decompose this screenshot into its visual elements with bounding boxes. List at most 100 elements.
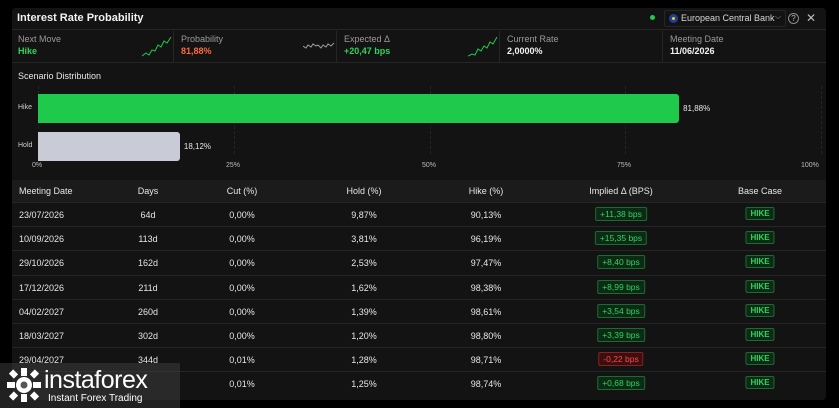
stat-label: Probability <box>181 34 224 44</box>
cell-hold: 1,28% <box>351 355 377 366</box>
header-hike: Hike (%) <box>468 186 504 196</box>
distribution-title: Scenario Distribution <box>18 71 102 81</box>
stat-value: 2,0000% <box>507 46 543 56</box>
stat-label: Current Rate <box>507 34 559 44</box>
cell-hold: 1,20% <box>351 331 377 341</box>
tick-label: 25% <box>226 162 241 169</box>
cell-hold: 1,39% <box>351 306 377 317</box>
cell-cut: 0,00% <box>229 282 255 293</box>
stat-label: Expected Δ <box>344 34 391 44</box>
cell-hike: 98,71% <box>470 355 502 366</box>
table-row[interactable]: 10/09/2026 113d 0,00% 3,81% 96,19% +15,35 bps… <box>12 226 826 250</box>
stat-label: Meeting Date <box>670 34 724 44</box>
implied-change-badge: +3,39 bps <box>597 328 645 342</box>
cell-hike: 98,80% <box>470 331 502 341</box>
gridline <box>821 86 822 154</box>
table-row[interactable]: 17/12/2026 211d 0,00% 1,62% 98,38% +8,99 bps H… <box>12 274 826 299</box>
base-case-badge: HIKE <box>745 279 775 293</box>
header-hold: Hold (%) <box>346 186 382 196</box>
instaforex-logo-icon <box>7 368 41 402</box>
cell-days: 162d <box>137 258 159 269</box>
cell-cut: 0,01% <box>229 379 255 390</box>
stat-value: Hike <box>18 46 38 56</box>
base-case-badge: HIKE <box>745 207 775 220</box>
cell-days: 302d <box>137 331 159 341</box>
implied-change-badge: +11,38 bps <box>595 207 647 221</box>
cell-hold: 1,25% <box>351 379 377 390</box>
sparkline-icon <box>468 36 498 57</box>
watermark-tagline: Instant Forex Trading <box>48 393 143 404</box>
stat-label: Next Move <box>18 34 62 44</box>
base-case-badge: HIKE <box>745 231 775 245</box>
cell-hike: 96,19% <box>470 234 502 245</box>
instaforex-watermark: instaforex Instant Forex Trading <box>0 363 180 408</box>
header-meeting-date: Meeting Date <box>19 186 73 196</box>
bar-hold <box>38 132 180 161</box>
cell-cut: 0,01% <box>229 355 255 366</box>
central-bank-label: European Central Bank <box>681 13 775 23</box>
tick-label: 50% <box>422 162 437 169</box>
tick-label: 100% <box>801 162 819 169</box>
cell-meeting-date: 29/10/2026 <box>19 258 65 269</box>
cell-days: 260d <box>137 306 159 317</box>
table-row[interactable]: 0,01% 1,25% 98,74% +0,68 bps HIKE <box>12 371 826 395</box>
bar-hike <box>38 94 680 123</box>
stat-value: 81,88% <box>181 46 212 56</box>
sparkline-icon <box>142 36 172 57</box>
cell-hold: 1,62% <box>351 282 377 293</box>
header-cut: Cut (%) <box>226 186 258 196</box>
table-row[interactable]: 23/07/2026 64d 0,00% 9,87% 90,13% +11,38 bps H… <box>12 202 826 226</box>
cell-hike: 98,74% <box>470 379 502 390</box>
stat-current-rate: Current Rate 2,0000% <box>501 31 663 62</box>
cell-hike: 97,47% <box>470 258 502 269</box>
implied-change-badge: +0,68 bps <box>597 376 645 391</box>
cell-days: 64d <box>140 210 156 220</box>
cell-hike: 90,13% <box>470 210 502 220</box>
stat-meeting-date: Meeting Date 11/06/2026 <box>664 31 826 62</box>
header-base-case: Base Case <box>737 186 783 196</box>
implied-change-badge: +15,35 bps <box>594 231 648 246</box>
stat-probability: Probability 81,88% <box>175 31 337 62</box>
cell-days: 113d <box>138 234 158 245</box>
live-status-dot <box>650 15 655 20</box>
cell-hold: 3,81% <box>351 234 377 245</box>
implied-change-badge: +3,54 bps <box>597 303 645 318</box>
bar-label-hike: Hike <box>18 104 33 111</box>
chevron-down-icon: ⌵ <box>775 12 782 21</box>
base-case-badge: HIKE <box>745 255 775 269</box>
table-row[interactable]: 29/04/2027 344d 0,01% 1,28% 98,71% -0,22 bps H… <box>12 347 826 371</box>
base-case-badge: HIKE <box>745 376 775 390</box>
stats-bar: Next Move Hike Probability 81,88% Expect… <box>12 31 826 63</box>
title-bar: Interest Rate Probability European Centr… <box>12 8 826 30</box>
panel-title: Interest Rate Probability <box>17 12 144 24</box>
header-days: Days <box>137 186 159 196</box>
question-icon[interactable]: ? <box>788 13 799 24</box>
central-bank-select[interactable]: European Central Bank ⌵ <box>664 10 786 27</box>
implied-change-badge: +8,99 bps <box>597 279 645 294</box>
table-header: Meeting Date Days Cut (%) Hold (%) Hike … <box>12 180 826 202</box>
bar-label-hold: Hold <box>18 142 33 149</box>
stat-expected-change: Expected Δ +20,47 bps <box>338 31 500 62</box>
implied-change-badge: +8,40 bps <box>597 255 645 270</box>
close-icon[interactable]: ✕ <box>805 11 817 25</box>
tick-label: 75% <box>617 162 632 169</box>
scenario-distribution-chart: Hike 81,88% Hold 18,12% 0% 25% 50% 75% 1… <box>12 78 826 178</box>
cell-hold: 9,87% <box>351 210 377 220</box>
stat-value: +20,47 bps <box>344 46 391 56</box>
cell-meeting-date: 17/12/2026 <box>19 282 65 293</box>
eu-flag-icon <box>669 14 678 23</box>
base-case-badge: HIKE <box>745 303 775 317</box>
cell-cut: 0,00% <box>229 210 255 220</box>
cell-meeting-date: 29/04/2027 <box>19 355 65 366</box>
table-row[interactable]: 29/10/2026 162d 0,00% 2,53% 97,47% +8,40 bps H… <box>12 250 826 274</box>
cell-meeting-date: 23/07/2026 <box>19 210 65 220</box>
base-case-badge: HIKE <box>745 328 775 341</box>
sparkline-icon <box>303 42 335 49</box>
cell-hike: 98,38% <box>470 282 502 293</box>
table-row[interactable]: 04/02/2027 260d 0,00% 1,39% 98,61% +3,54 bps H… <box>12 298 826 323</box>
bar-value-hike: 81,88% <box>683 104 711 113</box>
cell-days: 344d <box>137 355 159 366</box>
cell-cut: 0,00% <box>229 258 255 269</box>
table-row[interactable]: 18/03/2027 302d 0,00% 1,20% 98,80% +3,39 bps H… <box>12 323 826 347</box>
watermark-name: instaforex <box>44 366 148 394</box>
